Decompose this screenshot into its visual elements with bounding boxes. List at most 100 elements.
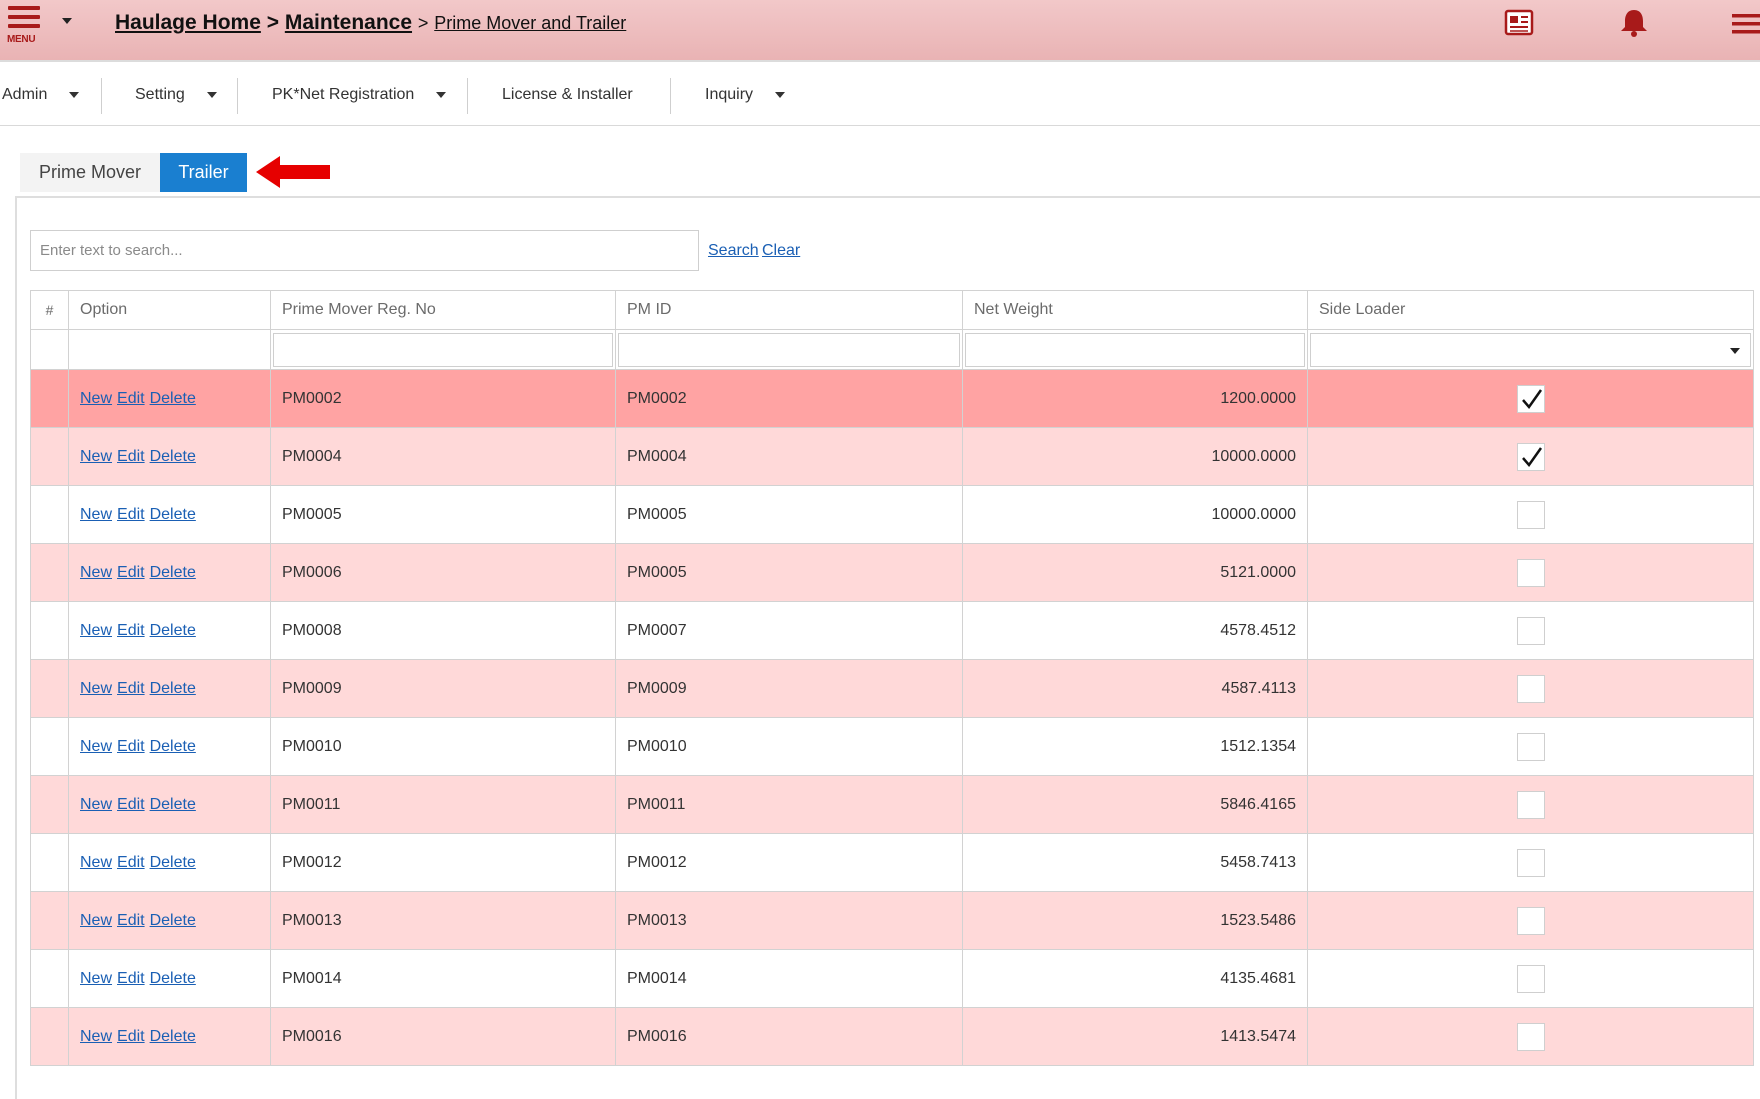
edit-link[interactable]: Edit <box>117 389 145 407</box>
hamburger-icon[interactable] <box>1726 8 1760 38</box>
net-weight-cell: 10000.0000 <box>962 485 1308 544</box>
side-loader-checkbox[interactable] <box>1516 906 1545 935</box>
new-link[interactable]: New <box>80 389 113 407</box>
delete-link[interactable]: Delete <box>149 853 196 871</box>
nav-license-installer[interactable]: License & Installer <box>502 64 633 126</box>
side-loader-checkbox[interactable] <box>1516 384 1545 413</box>
clear-link[interactable]: Clear <box>762 242 801 259</box>
column-header-net-weight[interactable]: Net Weight <box>962 290 1308 330</box>
column-header-reg-no[interactable]: Prime Mover Reg. No <box>270 290 616 330</box>
edit-link[interactable]: Edit <box>117 737 145 755</box>
edit-link[interactable]: Edit <box>117 853 145 871</box>
new-link[interactable]: New <box>80 911 113 929</box>
side-loader-checkbox[interactable] <box>1516 616 1545 645</box>
delete-link[interactable]: Delete <box>149 1027 196 1045</box>
side-loader-checkbox[interactable] <box>1516 442 1545 471</box>
new-link[interactable]: New <box>80 679 113 697</box>
reg-no-cell: PM0008 <box>270 601 616 660</box>
delete-link[interactable]: Delete <box>149 679 196 697</box>
option-cell: New Edit Delete <box>68 369 271 428</box>
breadcrumb-separator: > <box>417 13 429 33</box>
edit-link[interactable]: Edit <box>117 447 145 465</box>
filter-reg-no-input[interactable] <box>273 332 613 367</box>
table-row[interactable]: New Edit Delete PM0011 PM0011 5846.4165 <box>30 775 1754 834</box>
new-link[interactable]: New <box>80 737 113 755</box>
side-loader-checkbox[interactable] <box>1516 790 1545 819</box>
nav-pknet-registration[interactable]: PK*Net Registration <box>272 64 447 126</box>
side-loader-checkbox[interactable] <box>1516 674 1545 703</box>
column-header-side-loader[interactable]: Side Loader <box>1307 290 1754 330</box>
tab-prime-mover[interactable]: Prime Mover <box>20 153 160 192</box>
table-row[interactable]: New Edit Delete PM0004 PM0004 10000.0000 <box>30 427 1754 486</box>
delete-link[interactable]: Delete <box>149 737 196 755</box>
breadcrumb-maintenance[interactable]: Maintenance <box>284 11 413 34</box>
new-link[interactable]: New <box>80 563 113 581</box>
row-number-cell <box>30 1007 69 1066</box>
new-link[interactable]: New <box>80 621 113 639</box>
row-number-cell <box>30 427 69 486</box>
delete-link[interactable]: Delete <box>149 911 196 929</box>
new-link[interactable]: New <box>80 969 113 987</box>
edit-link[interactable]: Edit <box>117 795 145 813</box>
edit-link[interactable]: Edit <box>117 621 145 639</box>
table-row[interactable]: New Edit Delete PM0008 PM0007 4578.4512 <box>30 601 1754 660</box>
new-link[interactable]: New <box>80 505 113 523</box>
side-loader-checkbox[interactable] <box>1516 732 1545 761</box>
table-row[interactable]: New Edit Delete PM0009 PM0009 4587.4113 <box>30 659 1754 718</box>
new-link[interactable]: New <box>80 853 113 871</box>
menu-button[interactable]: MENU <box>4 4 48 45</box>
filter-cell <box>962 329 1308 370</box>
table-row[interactable]: New Edit Delete PM0005 PM0005 10000.0000 <box>30 485 1754 544</box>
delete-link[interactable]: Delete <box>149 389 196 407</box>
column-header-pm-id[interactable]: PM ID <box>615 290 963 330</box>
side-loader-checkbox[interactable] <box>1516 964 1545 993</box>
delete-link[interactable]: Delete <box>149 969 196 987</box>
table-row[interactable]: New Edit Delete PM0002 PM0002 1200.0000 <box>30 369 1754 428</box>
side-loader-checkbox[interactable] <box>1516 848 1545 877</box>
edit-link[interactable]: Edit <box>117 911 145 929</box>
delete-link[interactable]: Delete <box>149 505 196 523</box>
filter-pm-id-input[interactable] <box>618 332 960 367</box>
search-link[interactable]: Search <box>708 242 759 259</box>
edit-link[interactable]: Edit <box>117 505 145 523</box>
tab-trailer[interactable]: Trailer <box>160 153 247 192</box>
search-input[interactable] <box>30 230 699 271</box>
edit-link[interactable]: Edit <box>117 679 145 697</box>
delete-link[interactable]: Delete <box>149 621 196 639</box>
nav-divider <box>101 78 102 114</box>
new-link[interactable]: New <box>80 1027 113 1045</box>
breadcrumb-current[interactable]: Prime Mover and Trailer <box>434 13 627 33</box>
edit-link[interactable]: Edit <box>117 1027 145 1045</box>
filter-side-loader-select[interactable] <box>1310 332 1751 367</box>
side-loader-checkbox[interactable] <box>1516 1022 1545 1051</box>
side-loader-checkbox[interactable] <box>1516 558 1545 587</box>
delete-link[interactable]: Delete <box>149 795 196 813</box>
table-row[interactable]: New Edit Delete PM0016 PM0016 1413.5474 <box>30 1007 1754 1066</box>
filter-row <box>30 329 1754 370</box>
new-link[interactable]: New <box>80 447 113 465</box>
breadcrumb-home[interactable]: Haulage Home <box>115 11 261 34</box>
reg-no-cell: PM0013 <box>270 891 616 950</box>
edit-link[interactable]: Edit <box>117 563 145 581</box>
checkmark-icon <box>1521 446 1542 467</box>
menu-dropdown-caret-icon[interactable] <box>62 18 72 24</box>
nav-setting[interactable]: Setting <box>135 64 217 126</box>
pm-id-cell: PM0007 <box>615 601 963 660</box>
bell-icon[interactable] <box>1617 8 1651 38</box>
table-row[interactable]: New Edit Delete PM0014 PM0014 4135.4681 <box>30 949 1754 1008</box>
news-icon[interactable] <box>1503 8 1537 38</box>
side-loader-checkbox[interactable] <box>1516 500 1545 529</box>
filter-net-weight-input[interactable] <box>965 332 1305 367</box>
table-row[interactable]: New Edit Delete PM0006 PM0005 5121.0000 <box>30 543 1754 602</box>
delete-link[interactable]: Delete <box>149 447 196 465</box>
delete-link[interactable]: Delete <box>149 563 196 581</box>
nav-inquiry[interactable]: Inquiry <box>705 64 786 126</box>
table-row[interactable]: New Edit Delete PM0013 PM0013 1523.5486 <box>30 891 1754 950</box>
edit-link[interactable]: Edit <box>117 969 145 987</box>
nav-divider <box>670 78 671 114</box>
side-loader-cell <box>1307 891 1754 950</box>
table-row[interactable]: New Edit Delete PM0012 PM0012 5458.7413 <box>30 833 1754 892</box>
new-link[interactable]: New <box>80 795 113 813</box>
table-row[interactable]: New Edit Delete PM0010 PM0010 1512.1354 <box>30 717 1754 776</box>
nav-admin[interactable]: Admin <box>2 64 80 126</box>
